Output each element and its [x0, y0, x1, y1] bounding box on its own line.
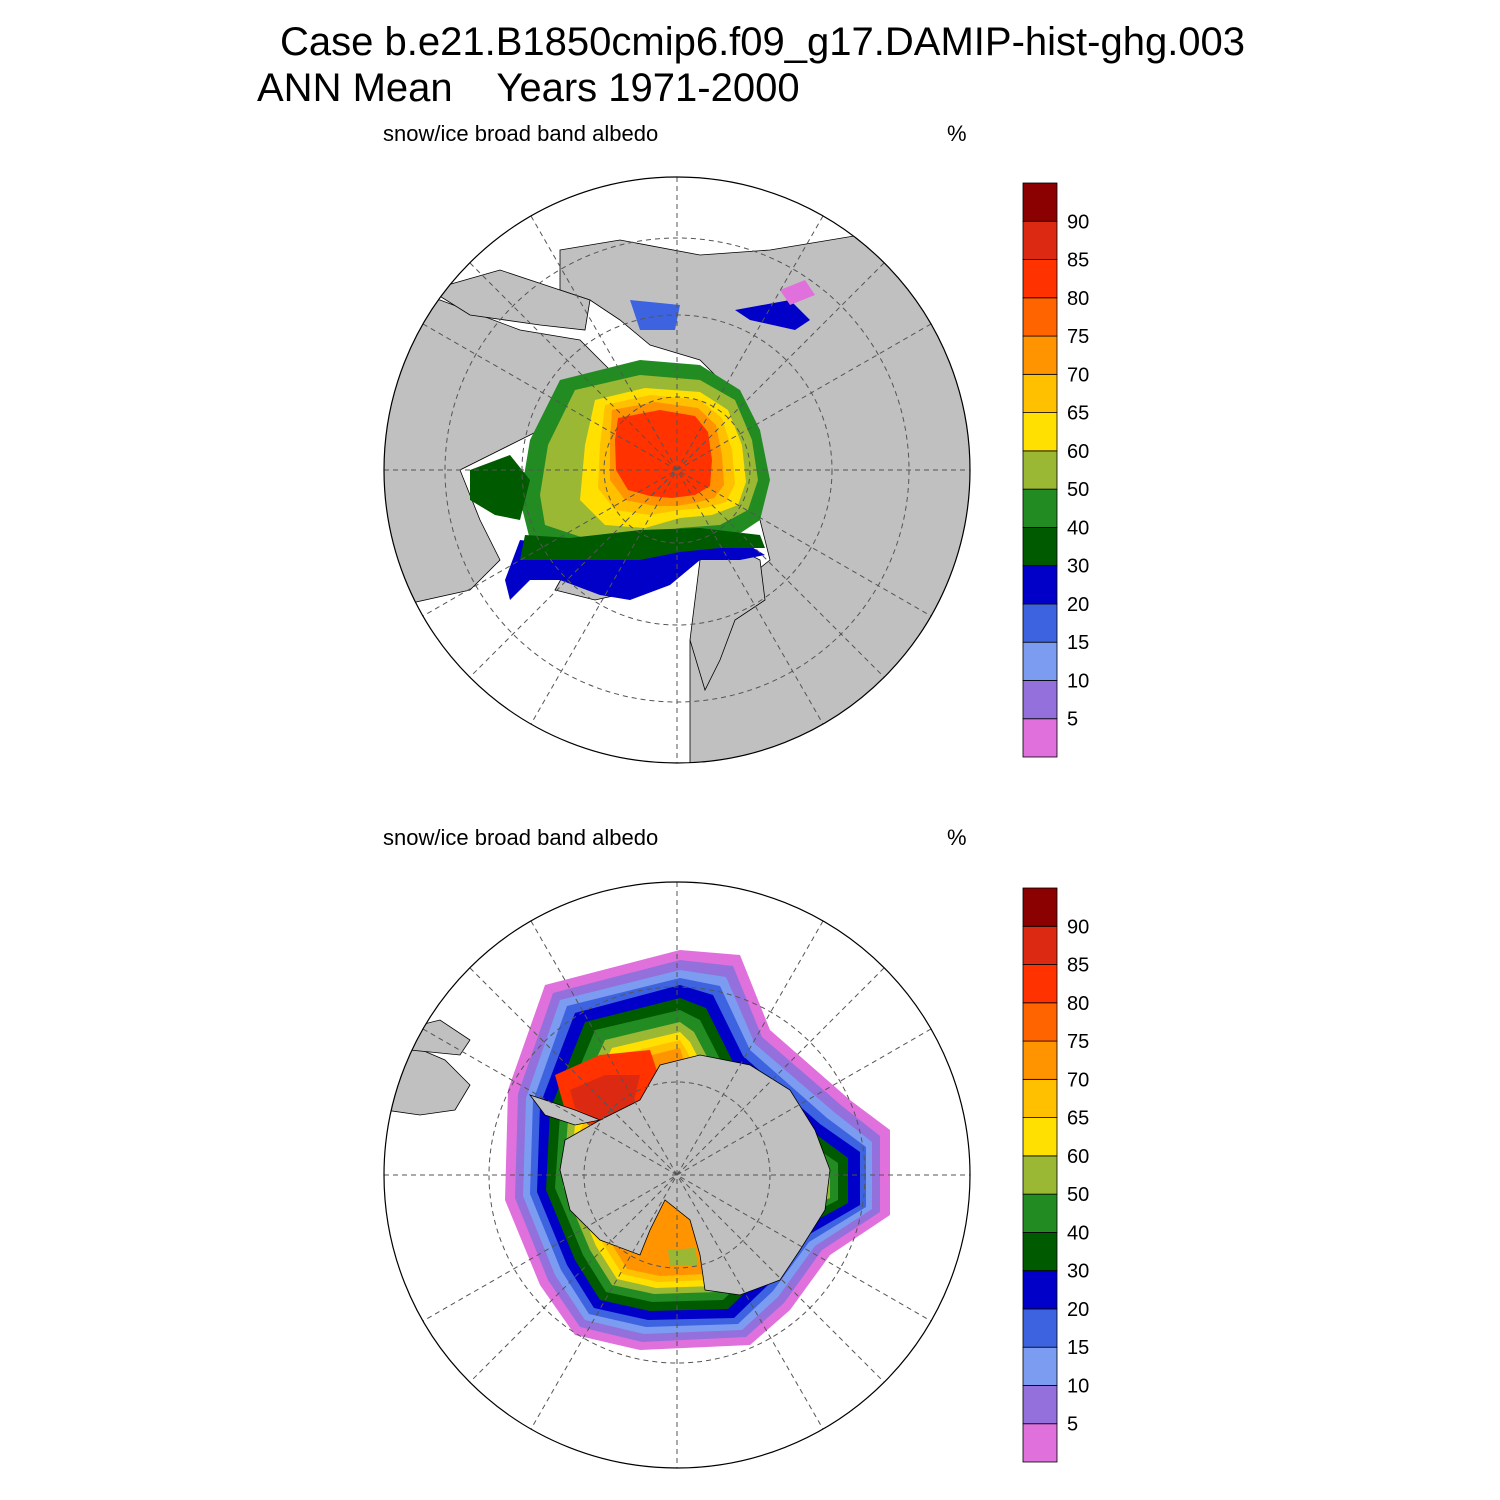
- north-colorbar-box-4: [1022, 565, 1058, 605]
- south-panel-title: snow/ice broad band albedo: [383, 825, 659, 850]
- north-colorbar-label-20: 20: [1067, 594, 1089, 616]
- north-panel-title: snow/ice broad band albedo: [383, 121, 659, 146]
- south-colorbar-box-14: [1022, 887, 1058, 927]
- south-colorbar-box-13: [1022, 925, 1058, 965]
- south-colorbar-label-10: 10: [1067, 1375, 1089, 1397]
- south-map-border: [383, 881, 971, 1469]
- north-colorbar: 5 10 15 20 30 40 50 60 65 70 75 80 85 90: [1022, 182, 1089, 758]
- north-panel-units: %: [947, 121, 967, 146]
- north-colorbar-label-5: 5: [1067, 709, 1078, 731]
- north-colorbar-box-9: [1022, 373, 1058, 414]
- south-colorbar-box-9: [1022, 1078, 1058, 1119]
- north-colorbar-label-75: 75: [1067, 326, 1089, 348]
- north-colorbar-label-85: 85: [1067, 250, 1089, 272]
- north-colorbar-label-60: 60: [1067, 441, 1089, 463]
- north-colorbar-box-14: [1022, 182, 1058, 222]
- south-colorbar-box-10: [1022, 1040, 1058, 1080]
- south-colorbar-label-85: 85: [1067, 955, 1089, 977]
- north-colorbar-label-50: 50: [1067, 479, 1089, 501]
- north-colorbar-box-5: [1022, 527, 1058, 567]
- years-label: Years 1971-2000: [496, 66, 800, 110]
- south-colorbar-box-1: [1022, 1385, 1058, 1425]
- south-colorbar-box-4: [1022, 1270, 1058, 1310]
- north-graticule: [384, 177, 970, 763]
- north-colorbar-label-65: 65: [1067, 403, 1089, 425]
- ice-okhotsk: [735, 300, 810, 330]
- north-polar-map: [384, 177, 970, 763]
- north-colorbar-box-6: [1022, 488, 1058, 528]
- south-colorbar-box-11: [1022, 1002, 1058, 1042]
- south-colorbar-box-7: [1022, 1155, 1058, 1195]
- ice-core-80-85: [615, 410, 712, 498]
- figure-subtitle: ANN Mean Years 1971-2000: [257, 66, 800, 111]
- figure-title: Case b.e21.B1850cmip6.f09_g17.DAMIP-hist…: [280, 20, 1246, 64]
- north-colorbar-box-13: [1022, 220, 1058, 260]
- antarctic-peninsula: [528, 1094, 602, 1126]
- north-map-border: [383, 176, 971, 764]
- ice-bering: [630, 300, 680, 330]
- north-colorbar-box-7: [1022, 450, 1058, 490]
- south-colorbar-box-12: [1022, 964, 1058, 1004]
- south-colorbar-label-80: 80: [1067, 993, 1089, 1015]
- south-colorbar-label-60: 60: [1067, 1146, 1089, 1168]
- north-colorbar-label-40: 40: [1067, 517, 1089, 539]
- south-graticule: [384, 882, 970, 1468]
- north-colorbar-box-2: [1022, 641, 1058, 681]
- north-colorbar-box-1: [1022, 680, 1058, 720]
- south-colorbar-box-2: [1022, 1346, 1058, 1386]
- south-colorbar-label-65: 65: [1067, 1108, 1089, 1130]
- south-colorbar-box-8: [1022, 1117, 1058, 1157]
- south-colorbar-label-40: 40: [1067, 1222, 1089, 1244]
- ice-okhotsk-edge: [780, 280, 815, 305]
- north-colorbar-label-15: 15: [1067, 632, 1089, 654]
- north-colorbar-label-10: 10: [1067, 670, 1089, 692]
- south-colorbar-box-3: [1022, 1308, 1058, 1348]
- north-colorbar-box-12: [1022, 259, 1058, 299]
- alaska-landmass: [429, 269, 591, 331]
- south-colorbar-label-15: 15: [1067, 1337, 1089, 1359]
- south-colorbar-label-50: 50: [1067, 1184, 1089, 1206]
- ice-edge-atlantic-inner: [520, 528, 765, 560]
- north-colorbar-label-70: 70: [1067, 364, 1089, 386]
- north-colorbar-box-0: [1022, 718, 1058, 758]
- south-colorbar-label-5: 5: [1067, 1414, 1078, 1436]
- north-colorbar-box-10: [1022, 335, 1058, 375]
- south-colorbar-label-30: 30: [1067, 1261, 1089, 1283]
- ice-hudson-bay: [470, 455, 530, 520]
- south-colorbar-box-0: [1022, 1423, 1058, 1463]
- north-colorbar-label-80: 80: [1067, 288, 1089, 310]
- south-polar-map: [384, 882, 970, 1468]
- south-colorbar-label-70: 70: [1067, 1069, 1089, 1091]
- north-colorbar-label-90: 90: [1067, 211, 1089, 233]
- south-colorbar-box-6: [1022, 1193, 1058, 1233]
- south-colorbar-label-75: 75: [1067, 1031, 1089, 1053]
- north-colorbar-box-3: [1022, 603, 1058, 643]
- south-colorbar-label-90: 90: [1067, 916, 1089, 938]
- south-panel-units: %: [947, 825, 967, 850]
- north-colorbar-box-8: [1022, 412, 1058, 452]
- north-colorbar-label-30: 30: [1067, 556, 1089, 578]
- season-label: ANN Mean: [257, 66, 453, 110]
- north-colorbar-box-11: [1022, 297, 1058, 337]
- south-colorbar-box-5: [1022, 1232, 1058, 1272]
- south-colorbar-label-20: 20: [1067, 1299, 1089, 1321]
- ice-ross-patch: [668, 1248, 698, 1266]
- south-colorbar: 5 10 15 20 30 40 50 60 65 70 75 80 85 90: [1022, 887, 1089, 1463]
